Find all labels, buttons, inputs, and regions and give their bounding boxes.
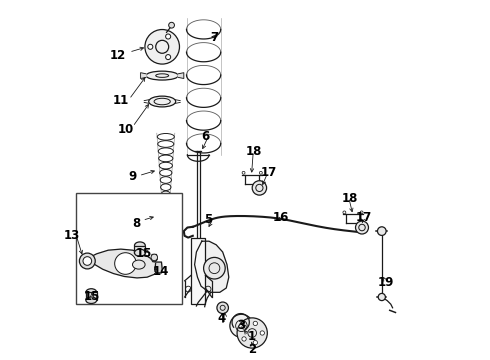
- Text: 15: 15: [136, 247, 152, 260]
- Circle shape: [166, 55, 171, 60]
- Circle shape: [230, 314, 253, 337]
- Text: 11: 11: [113, 94, 129, 107]
- Text: 10: 10: [118, 123, 134, 136]
- Ellipse shape: [132, 260, 145, 269]
- Circle shape: [79, 253, 95, 269]
- Text: 17: 17: [356, 211, 372, 224]
- Bar: [162, 207, 172, 225]
- Circle shape: [242, 325, 246, 329]
- Circle shape: [260, 331, 265, 335]
- Bar: [86, 292, 97, 300]
- Ellipse shape: [162, 205, 172, 210]
- Text: 14: 14: [152, 265, 169, 278]
- Text: 8: 8: [132, 217, 141, 230]
- Ellipse shape: [146, 71, 178, 80]
- Text: 16: 16: [273, 211, 289, 224]
- Circle shape: [166, 34, 171, 39]
- Ellipse shape: [162, 222, 172, 227]
- Text: 9: 9: [128, 170, 137, 183]
- Circle shape: [252, 181, 267, 195]
- Bar: [134, 246, 145, 253]
- Text: 7: 7: [210, 31, 219, 44]
- Circle shape: [356, 221, 368, 234]
- Text: 12: 12: [110, 49, 126, 62]
- Circle shape: [377, 227, 386, 235]
- Bar: [191, 238, 205, 304]
- Circle shape: [83, 257, 92, 265]
- Circle shape: [151, 254, 157, 261]
- Circle shape: [148, 44, 153, 49]
- Circle shape: [169, 22, 174, 28]
- Polygon shape: [178, 73, 184, 78]
- Bar: [76, 193, 182, 304]
- Circle shape: [237, 318, 268, 348]
- Text: 17: 17: [260, 166, 276, 179]
- Ellipse shape: [86, 297, 97, 303]
- Text: 6: 6: [201, 130, 210, 143]
- Circle shape: [253, 321, 257, 325]
- Circle shape: [378, 293, 386, 301]
- Circle shape: [145, 30, 179, 64]
- Text: 4: 4: [218, 312, 226, 325]
- Polygon shape: [155, 262, 162, 273]
- Text: 18: 18: [341, 192, 358, 204]
- Text: 13: 13: [63, 229, 79, 242]
- Polygon shape: [141, 73, 146, 78]
- Polygon shape: [151, 255, 157, 262]
- Text: 5: 5: [204, 213, 212, 226]
- Circle shape: [204, 257, 225, 279]
- Circle shape: [217, 302, 228, 314]
- Ellipse shape: [86, 289, 97, 296]
- Text: 1: 1: [248, 330, 256, 343]
- Text: 2: 2: [248, 343, 256, 356]
- Text: 15: 15: [84, 291, 100, 303]
- Circle shape: [253, 341, 257, 345]
- Text: 3: 3: [237, 319, 245, 332]
- Ellipse shape: [148, 96, 176, 107]
- Ellipse shape: [134, 249, 145, 256]
- Circle shape: [242, 337, 246, 341]
- Circle shape: [115, 253, 136, 274]
- Polygon shape: [87, 249, 159, 278]
- Text: 18: 18: [246, 145, 262, 158]
- Ellipse shape: [134, 242, 145, 249]
- Text: 19: 19: [377, 276, 393, 289]
- Polygon shape: [195, 241, 229, 292]
